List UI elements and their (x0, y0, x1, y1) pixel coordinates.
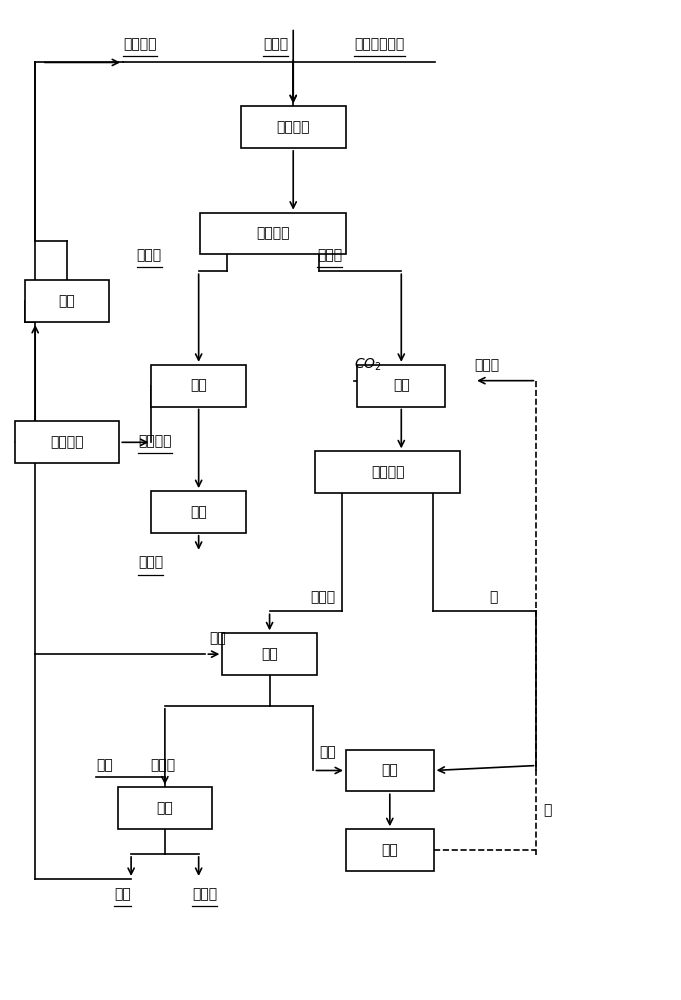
Bar (151, 365, 246, 407)
Text: 洗涤: 洗涤 (381, 763, 398, 777)
Text: 碳化: 碳化 (393, 379, 410, 393)
Bar (241, 106, 345, 148)
Bar (346, 750, 434, 791)
Text: 溶出液: 溶出液 (136, 248, 161, 262)
Text: 碳化渣: 碳化渣 (310, 590, 335, 604)
Text: 氢氧化铝: 氢氧化铝 (138, 434, 172, 448)
Text: 液固分离: 液固分离 (256, 226, 289, 240)
Text: 水: 水 (489, 590, 498, 604)
Text: 分解母液: 分解母液 (50, 435, 84, 449)
Bar (151, 491, 246, 533)
Text: 煅烧: 煅烧 (190, 505, 207, 519)
Bar (358, 365, 445, 407)
Text: 沉铝: 沉铝 (157, 801, 173, 815)
Bar (118, 787, 212, 829)
Text: 液固分离: 液固分离 (371, 465, 405, 479)
Text: 补充水: 补充水 (474, 358, 499, 372)
Text: 外排: 外排 (381, 843, 398, 857)
Bar (25, 280, 109, 322)
Text: 氧化铝: 氧化铝 (138, 556, 163, 570)
Text: 石灰: 石灰 (96, 759, 113, 773)
Text: 溶出液: 溶出液 (150, 759, 175, 773)
Bar (14, 421, 119, 463)
Text: 钙化溶出: 钙化溶出 (276, 120, 310, 134)
Text: $CO_2$: $CO_2$ (354, 357, 382, 373)
Text: 钙化渣: 钙化渣 (317, 248, 342, 262)
Text: 分解: 分解 (190, 379, 207, 393)
Text: 循环母液: 循环母液 (123, 38, 157, 52)
Text: 铝酸钙: 铝酸钙 (192, 887, 217, 901)
Text: 低品位铝土矿: 低品位铝土矿 (354, 38, 405, 52)
Text: 尾渣: 尾渣 (319, 746, 336, 760)
Text: 碱液: 碱液 (209, 631, 225, 645)
Text: 铝酸钙: 铝酸钙 (263, 38, 288, 52)
Text: 蒸发: 蒸发 (59, 294, 76, 308)
Text: 溶铝: 溶铝 (262, 647, 278, 661)
Text: 水: 水 (543, 803, 552, 817)
Bar (315, 451, 460, 493)
Bar (346, 829, 434, 871)
Text: 碱液: 碱液 (114, 887, 131, 901)
Bar (200, 213, 345, 254)
Bar (222, 633, 317, 675)
